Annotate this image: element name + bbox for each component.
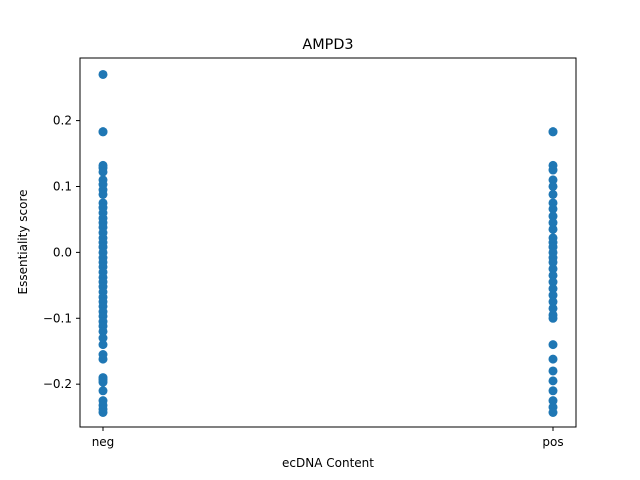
data-point-neg xyxy=(98,333,108,343)
y-axis: −0.2 −0.1 0.0 0.1 0.2 xyxy=(43,114,80,391)
data-point-neg xyxy=(98,377,108,387)
y-axis-label: Essentiality score xyxy=(16,190,30,295)
data-point-pos xyxy=(548,189,558,199)
data-point-pos xyxy=(548,175,558,185)
data-point-pos xyxy=(548,408,558,417)
x-tick-label-pos: pos xyxy=(542,435,563,449)
data-point-pos xyxy=(548,284,558,294)
data-points xyxy=(98,69,558,417)
data-point-neg xyxy=(98,127,108,137)
y-tick-label: −0.1 xyxy=(43,311,72,325)
data-point-pos xyxy=(548,270,558,280)
data-point-pos xyxy=(548,366,558,376)
data-point-pos xyxy=(548,257,558,267)
data-point-neg xyxy=(98,189,108,199)
x-tick-label-neg: neg xyxy=(92,435,115,449)
data-point-pos xyxy=(548,218,558,228)
data-point-pos xyxy=(548,290,558,300)
plot-frame xyxy=(79,57,577,428)
x-axis-label: ecDNA Content xyxy=(282,456,374,470)
y-tick-label: 0.1 xyxy=(53,179,72,193)
data-point-neg xyxy=(98,340,108,350)
chart-title: AMPD3 xyxy=(302,37,353,53)
data-point-neg xyxy=(98,408,108,417)
data-point-pos xyxy=(548,386,558,396)
data-point-pos xyxy=(548,224,558,234)
data-point-neg xyxy=(98,326,108,336)
data-point-pos xyxy=(548,264,558,274)
data-point-pos xyxy=(548,303,558,313)
y-tick-label: 0.0 xyxy=(53,245,72,259)
data-point-neg xyxy=(98,69,108,79)
data-point-neg xyxy=(98,167,108,177)
y-tick-label: −0.2 xyxy=(43,377,72,391)
data-point-pos xyxy=(548,181,558,191)
data-point-pos xyxy=(548,277,558,287)
data-point-neg xyxy=(98,386,108,396)
data-point-pos xyxy=(548,396,558,406)
data-point-pos xyxy=(548,354,558,364)
x-axis: neg pos xyxy=(92,427,564,449)
data-point-pos xyxy=(548,127,558,137)
data-point-pos xyxy=(548,313,558,323)
data-point-pos xyxy=(548,376,558,386)
data-point-pos xyxy=(548,165,558,175)
data-point-pos xyxy=(548,297,558,307)
data-point-pos xyxy=(548,340,558,350)
data-point-pos xyxy=(548,204,558,214)
y-tick-label: 0.2 xyxy=(53,114,72,128)
data-point-pos xyxy=(548,211,558,221)
data-point-neg xyxy=(98,354,108,364)
